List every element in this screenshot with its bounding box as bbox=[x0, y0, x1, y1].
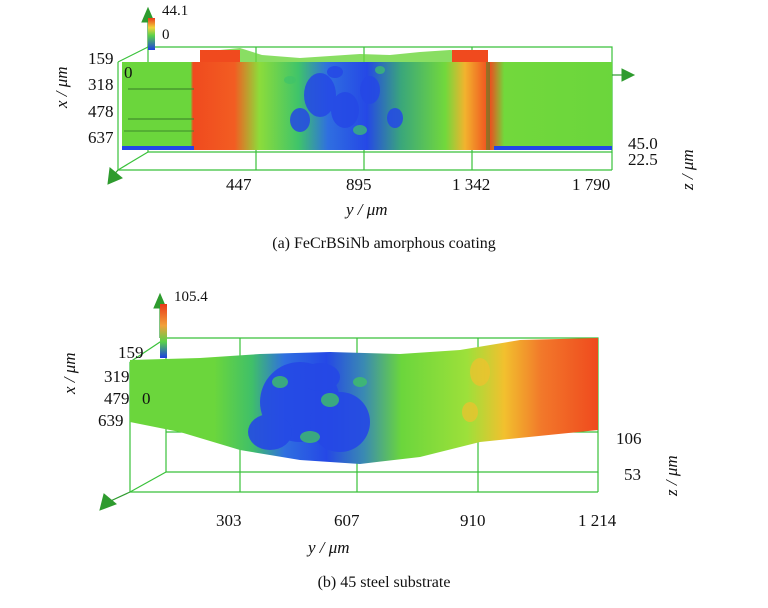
y-tick: 447 bbox=[226, 175, 252, 194]
colorbar-min: 0 bbox=[162, 27, 170, 43]
z-tick: 106 bbox=[616, 429, 642, 448]
colorbar-max: 44.1 bbox=[162, 3, 189, 19]
figure-a-3d-plot bbox=[107, 6, 636, 185]
figure-b: 105.4 x / μm 159 319 479 639 0 303 607 9… bbox=[0, 282, 768, 608]
z-tick: 22.5 bbox=[628, 150, 658, 169]
figure-a: 44.1 0 x / μm 159 318 478 637 0 447 895 … bbox=[0, 0, 768, 270]
colorbar bbox=[148, 18, 155, 50]
z-tick: 53 bbox=[624, 465, 641, 484]
colorbar bbox=[160, 304, 167, 358]
figure-a-caption: (a) FeCrBSiNb amorphous coating bbox=[272, 235, 496, 252]
y-tick: 895 bbox=[346, 175, 372, 194]
y-tick: 1 790 bbox=[572, 175, 611, 194]
x-tick: 637 bbox=[88, 128, 114, 147]
y-axis-title: y / μm bbox=[346, 200, 388, 219]
figure-b-3d-plot bbox=[99, 292, 599, 511]
x-origin: 0 bbox=[124, 63, 133, 82]
y-tick: 303 bbox=[216, 511, 242, 530]
z-axis-title: z / μm bbox=[662, 455, 681, 496]
x-tick: 159 bbox=[88, 49, 114, 68]
y-tick: 1 342 bbox=[452, 175, 491, 194]
x-axis-title: x / μm bbox=[52, 66, 71, 108]
z-axis-title: z / μm bbox=[678, 149, 697, 190]
y-tick: 910 bbox=[460, 511, 486, 530]
x-tick: 639 bbox=[98, 411, 124, 430]
x-tick: 159 bbox=[118, 343, 144, 362]
x-origin: 0 bbox=[142, 389, 151, 408]
figure-b-caption: (b) 45 steel substrate bbox=[317, 574, 451, 591]
x-tick: 318 bbox=[88, 75, 114, 94]
surface-plot bbox=[122, 48, 612, 150]
y-tick: 607 bbox=[334, 511, 360, 530]
y-axis-title: y / μm bbox=[308, 538, 350, 557]
x-tick: 319 bbox=[104, 367, 130, 386]
x-axis-title: x / μm bbox=[60, 352, 79, 394]
x-tick: 479 bbox=[104, 389, 130, 408]
x-tick: 478 bbox=[88, 102, 114, 121]
y-tick: 1 214 bbox=[578, 511, 617, 530]
z-tick: 45.0 bbox=[628, 134, 658, 153]
surface-plot bbox=[130, 338, 598, 464]
colorbar-max: 105.4 bbox=[174, 289, 208, 305]
